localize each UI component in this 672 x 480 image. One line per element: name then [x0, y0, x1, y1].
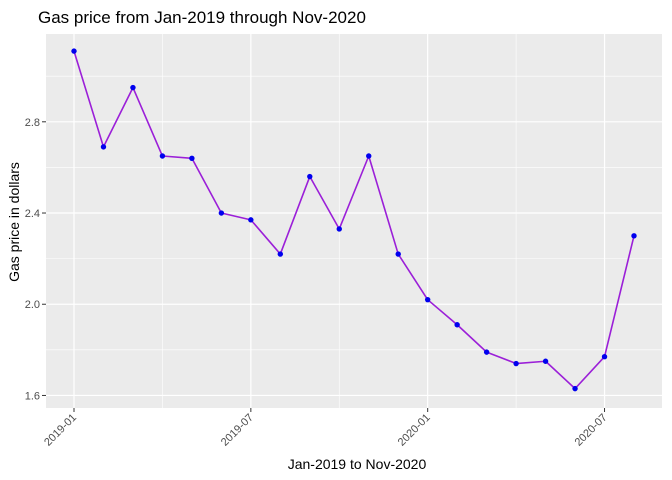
y-tick-label: 2.4 [25, 208, 40, 220]
y-tick-label: 1.6 [25, 390, 40, 402]
data-point [336, 226, 342, 232]
data-point [159, 153, 166, 159]
data-point [189, 155, 195, 161]
y-tick-label: 2.0 [25, 299, 40, 311]
data-point [572, 385, 578, 392]
series-layer [73, 50, 635, 390]
data-point [248, 217, 254, 223]
chart-title: Gas price from Jan-2019 through Nov-2020 [38, 8, 366, 27]
data-point [366, 153, 372, 159]
data-point [395, 251, 401, 257]
data-point [130, 84, 136, 91]
data-point [454, 322, 460, 328]
x-axis-title: Jan-2019 to Nov-2020 [288, 456, 427, 472]
data-point [601, 353, 608, 360]
data-point [100, 144, 107, 150]
data-point [542, 358, 549, 364]
data-point [218, 210, 225, 216]
data-point [424, 296, 431, 303]
data-point [631, 233, 637, 239]
data-point [71, 48, 77, 54]
grid-minor [46, 34, 662, 408]
data-point [277, 251, 284, 257]
data-point [483, 349, 490, 355]
y-axis-title: Gas price in dollars [6, 162, 22, 282]
grid-major [46, 34, 662, 408]
y-tick-label: 2.8 [25, 117, 40, 129]
y-axis: 1.6 2.0 2.4 2.8 [25, 117, 46, 402]
series-line [73, 50, 635, 390]
data-point [307, 173, 313, 180]
plot-panel [46, 34, 662, 408]
data-point [513, 360, 519, 367]
points-layer [71, 48, 637, 392]
